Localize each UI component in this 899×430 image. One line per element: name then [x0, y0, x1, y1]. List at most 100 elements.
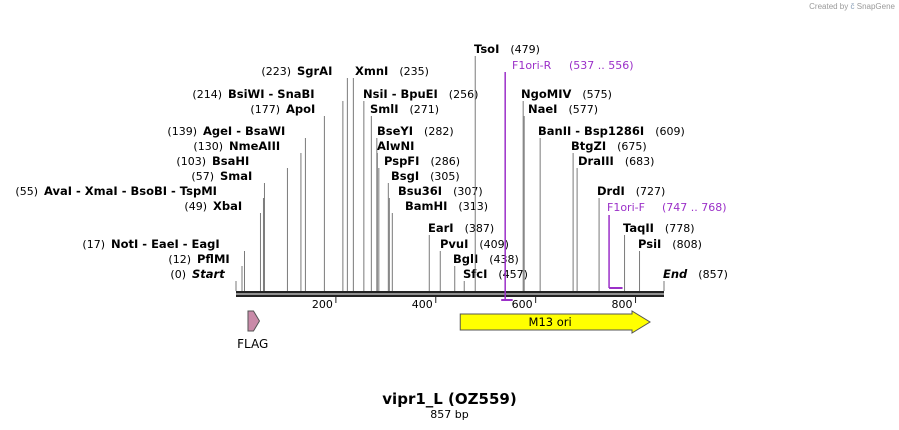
- site-name: SgrAI: [297, 64, 332, 78]
- primer-range: (747 .. 768): [662, 201, 727, 214]
- site-name: BsgI: [391, 169, 419, 183]
- site-drdi: DrdI (727): [597, 184, 665, 291]
- site-name: NaeI: [528, 102, 557, 116]
- site-xbai: XbaI (49): [184, 199, 261, 291]
- site-name: BtgZI: [571, 139, 606, 153]
- site-position: (313): [458, 200, 488, 213]
- site-avai-xmai-bsobi-tspmi: AvaI - XmaI - BsoBI - TspMI (55): [15, 184, 264, 291]
- site-name: EarI: [428, 221, 454, 235]
- site-position: (305): [430, 170, 460, 183]
- site-naei: NaeI (577): [523, 102, 598, 291]
- feature-arrow: [459, 310, 651, 334]
- credit-prefix: Created by: [809, 2, 849, 11]
- ruler-label-200: 200: [312, 298, 333, 311]
- site-taqii: TaqII (778): [623, 221, 695, 291]
- site-name: XmnI: [355, 64, 388, 78]
- site-position: (479): [510, 43, 540, 56]
- site-end: End (857): [663, 267, 728, 291]
- site-position: (778): [665, 222, 695, 235]
- site-xmni: XmnI (235): [352, 64, 429, 291]
- site-position: (214): [192, 88, 222, 101]
- site-bsgi: BsgI (305): [387, 169, 460, 291]
- site-name: TaqII: [623, 221, 654, 235]
- ruler-label-600: 600: [512, 298, 533, 311]
- feature-arrow: [247, 310, 261, 332]
- site-position: (57): [191, 170, 214, 183]
- site-draiii: DraIII (683): [576, 154, 655, 291]
- site-pflmi: PflMI (12): [168, 252, 243, 291]
- site-position: (235): [399, 65, 429, 78]
- map-title: vipr1_L (OZ559): [382, 390, 517, 408]
- site-pvui: PvuI (409): [439, 237, 509, 291]
- site-name: NmeAIII: [229, 139, 280, 153]
- site-nmeaiii: NmeAIII (130): [193, 139, 302, 291]
- site-position: (17): [82, 238, 105, 251]
- site-position: (857): [698, 268, 728, 281]
- site-position: (271): [410, 103, 440, 116]
- site-name: NgoMIV: [521, 87, 571, 101]
- site-name: DrdI: [597, 184, 625, 198]
- site-name: XbaI: [213, 199, 242, 213]
- site-position: (55): [15, 185, 38, 198]
- site-bsiwi-snabi: BsiWI - SnaBI (214): [192, 87, 344, 291]
- site-position: (577): [568, 103, 598, 116]
- site-name: ApoI: [286, 102, 315, 116]
- site-name: PspFI: [384, 154, 419, 168]
- site-nsii-bpuei: NsiI - BpuEI (256): [363, 87, 478, 291]
- site-position: (438): [489, 253, 519, 266]
- snapgene-credit: Created by č SnapGene: [809, 2, 895, 11]
- site-name: Bsu36I: [398, 184, 442, 198]
- site-smli: SmlI (271): [370, 102, 439, 291]
- site-name: AgeI - BsaWI: [203, 124, 285, 138]
- site-bamhi: BamHI (313): [391, 199, 488, 291]
- site-position: (286): [430, 155, 460, 168]
- map-length: 857 bp: [430, 408, 469, 421]
- site-name: DraIII: [578, 154, 614, 168]
- site-name: BseYI: [377, 124, 413, 138]
- site-position: (103): [176, 155, 206, 168]
- site-position: (256): [449, 88, 479, 101]
- ruler-label-400: 400: [412, 298, 433, 311]
- site-apoi: ApoI (177): [250, 102, 325, 291]
- site-name: PvuI: [440, 237, 468, 251]
- feature-label: M13 ori: [529, 315, 572, 329]
- primer-f1ori-r: F1ori-R (537 .. 556): [501, 59, 634, 301]
- feature-m13-ori: M13 ori: [459, 310, 651, 334]
- site-position: (12): [168, 253, 191, 266]
- primer-f1ori-f: F1ori-F (747 .. 768): [607, 201, 727, 289]
- site-position: (609): [655, 125, 685, 138]
- site-position: (575): [582, 88, 612, 101]
- site-pspfi: PspFI (286): [378, 154, 460, 291]
- feature-flag: FLAG: [237, 310, 268, 351]
- site-position: (223): [261, 65, 291, 78]
- site-btgzi: BtgZI (675): [571, 139, 647, 291]
- site-start: Start (0): [170, 267, 237, 291]
- site-eari: EarI (387): [428, 221, 494, 291]
- site-position: (727): [636, 185, 666, 198]
- site-name: NotI - EaeI - EagI: [111, 237, 220, 251]
- site-bsahi: BsaHI (103): [176, 154, 288, 291]
- feature-label: FLAG: [237, 337, 268, 351]
- site-name: NsiI - BpuEI: [363, 87, 438, 101]
- site-name: TsoI: [474, 42, 499, 56]
- site-psii: PsiI (808): [638, 237, 702, 291]
- site-name: SmlI: [370, 102, 399, 116]
- site-position: (808): [672, 238, 702, 251]
- primer-name: F1ori-F: [607, 201, 645, 214]
- snapgene-logo-icon: č: [850, 2, 855, 11]
- site-position: (49): [184, 200, 207, 213]
- site-sfci: SfcI (457): [463, 267, 528, 291]
- site-noti-eaei-eagi: NotI - EaeI - EagI (17): [82, 237, 245, 291]
- site-position: (683): [625, 155, 655, 168]
- site-position: (282): [424, 125, 454, 138]
- site-ngomiv: NgoMIV (575): [521, 87, 612, 291]
- site-position: (409): [479, 238, 509, 251]
- site-alwni: AlwNI: [376, 139, 414, 291]
- site-name: PflMI: [197, 252, 230, 266]
- site-name: Start: [192, 267, 225, 281]
- site-agei-bsawi: AgeI - BsaWI (139): [167, 124, 306, 291]
- backbone-bottom-strand: [236, 294, 664, 297]
- site-name: BsiWI - SnaBI: [228, 87, 315, 101]
- primer-name: F1ori-R: [512, 59, 552, 72]
